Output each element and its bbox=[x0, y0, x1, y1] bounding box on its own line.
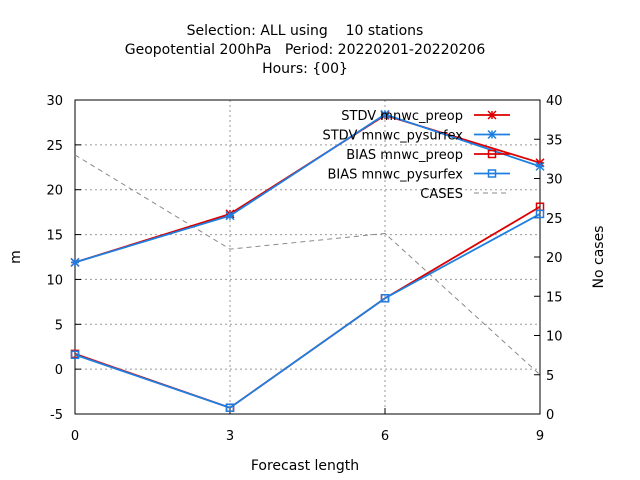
series-cases bbox=[74, 154, 541, 376]
legend: STDV mnwc_preop STDV mnwc_pysurfex BIAS mn… bbox=[322, 109, 510, 202]
y2-tick-label: 30 bbox=[546, 173, 563, 188]
legend-entry: STDV mnwc_preop bbox=[341, 109, 510, 124]
plot-frame bbox=[74, 99, 541, 415]
series-line bbox=[74, 213, 541, 409]
series-bias-mnwc-preop bbox=[70, 202, 545, 412]
data-point bbox=[535, 209, 545, 219]
data-point bbox=[487, 129, 497, 140]
legend-label: BIAS mnwc_pysurfex bbox=[327, 168, 463, 183]
data-point bbox=[535, 161, 545, 171]
data-point bbox=[70, 257, 80, 267]
series-bias-mnwc-pysurfex bbox=[70, 209, 545, 412]
x-tick-label: 3 bbox=[226, 429, 234, 444]
series-line bbox=[74, 113, 541, 264]
y-tick-label: -5 bbox=[50, 408, 63, 423]
axis-ticks: -5 0 5 10 15 20 25 30 0 5 10 15 20 25 30 35 40 0 3 6 9 bbox=[46, 94, 562, 444]
legend-label: STDV mnwc_preop bbox=[341, 109, 463, 124]
data-point bbox=[380, 109, 390, 119]
y2-tick-label: 15 bbox=[546, 290, 563, 305]
chart-title-line-3: Hours: {00} bbox=[262, 61, 348, 77]
y-tick-label: 15 bbox=[46, 229, 63, 244]
data-point bbox=[225, 211, 235, 221]
y2-tick-label: 35 bbox=[546, 133, 563, 148]
x-tick-label: 0 bbox=[71, 429, 79, 444]
data-point bbox=[380, 294, 390, 303]
series-line bbox=[74, 205, 541, 409]
y2-tick-label: 25 bbox=[546, 212, 563, 227]
data-point bbox=[70, 350, 80, 360]
y2-tick-label: 5 bbox=[546, 369, 554, 384]
y2-tick-label: 0 bbox=[546, 408, 554, 423]
y2-tick-label: 20 bbox=[546, 251, 563, 266]
y-tick-label: 20 bbox=[46, 184, 63, 199]
y-tick-label: 10 bbox=[46, 273, 63, 288]
x-tick-label: 9 bbox=[536, 429, 544, 444]
legend-label: STDV mnwc_pysurfex bbox=[322, 129, 463, 144]
legend-entry: CASES bbox=[420, 187, 510, 202]
y2-axis-label: No cases bbox=[591, 226, 607, 289]
y-tick-label: 5 bbox=[55, 318, 63, 333]
series-line bbox=[74, 114, 541, 264]
series-group bbox=[70, 109, 545, 412]
legend-label: CASES bbox=[420, 187, 463, 202]
series-line bbox=[74, 154, 541, 376]
data-point bbox=[225, 403, 235, 412]
gridlines bbox=[75, 100, 540, 414]
y-tick-label: 30 bbox=[46, 94, 63, 109]
y-tick-label: 25 bbox=[46, 139, 63, 154]
y-tick-label: 0 bbox=[55, 363, 63, 378]
chart-title-line-2: Geopotential 200hPa Period: 20220201-202… bbox=[125, 42, 486, 58]
data-point bbox=[487, 149, 497, 159]
x-tick-label: 6 bbox=[381, 429, 389, 444]
y2-tick-label: 10 bbox=[546, 330, 563, 345]
legend-entry: BIAS mnwc_preop bbox=[346, 148, 510, 163]
y2-tick-label: 40 bbox=[546, 94, 563, 109]
y-axis-label: m bbox=[8, 250, 24, 264]
chart-title-line-1: Selection: ALL using 10 stations bbox=[187, 23, 424, 39]
data-point bbox=[487, 169, 497, 178]
x-axis-label: Forecast length bbox=[251, 458, 359, 474]
series-stdv-mnwc-pysurfex bbox=[70, 109, 545, 267]
data-point bbox=[487, 110, 497, 120]
legend-label: BIAS mnwc_preop bbox=[346, 148, 463, 163]
legend-entry: STDV mnwc_pysurfex bbox=[322, 129, 510, 144]
legend-entry: BIAS mnwc_pysurfex bbox=[327, 168, 510, 183]
